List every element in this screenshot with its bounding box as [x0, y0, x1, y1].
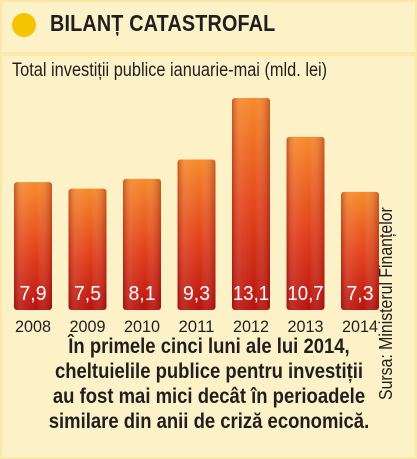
summary-text: În primele cinci luni ale lui 2014, chel… — [8, 334, 410, 434]
header-bullet-icon — [12, 13, 36, 37]
bar-shading — [68, 188, 107, 310]
summary-line: În primele cinci luni ale lui 2014, — [68, 335, 350, 358]
bar-shading — [177, 159, 216, 310]
bar-shading — [14, 182, 52, 310]
bar-shading — [286, 136, 325, 310]
chart-title: Total investiții publice ianuarie-mai (m… — [12, 60, 328, 81]
bar-shading — [123, 178, 161, 310]
x-tick-label: 2011 — [179, 317, 215, 336]
bar-value-label: 8,1 — [129, 283, 156, 305]
bar-value-label: 7,9 — [20, 283, 47, 305]
bar-value-label: 9,3 — [183, 283, 210, 305]
x-tick-label: 2008 — [15, 317, 51, 336]
x-tick-label: 2009 — [70, 317, 106, 336]
x-tick-label: 2013 — [288, 317, 324, 336]
bar-shading — [341, 191, 379, 310]
header-title: BILANȚ CATASTROFAL — [50, 10, 276, 36]
bar-value-label: 7,3 — [347, 283, 374, 305]
bar-shading — [232, 98, 270, 310]
summary-line: similare din anii de criză economică. — [48, 410, 370, 433]
x-tick-label: 2014 — [342, 317, 378, 336]
summary-line: cheltuielile publice pentru investiții — [54, 360, 364, 383]
x-tick-label: 2012 — [233, 317, 269, 336]
bar-value-label: 10,7 — [288, 283, 324, 305]
header-divider — [0, 52, 417, 56]
bar-value-label: 13,1 — [233, 283, 269, 305]
bar-value-label: 7,5 — [74, 283, 101, 305]
x-tick-label: 2010 — [124, 317, 160, 336]
summary-line: au fost mai mici decât în perioadele — [52, 385, 366, 408]
